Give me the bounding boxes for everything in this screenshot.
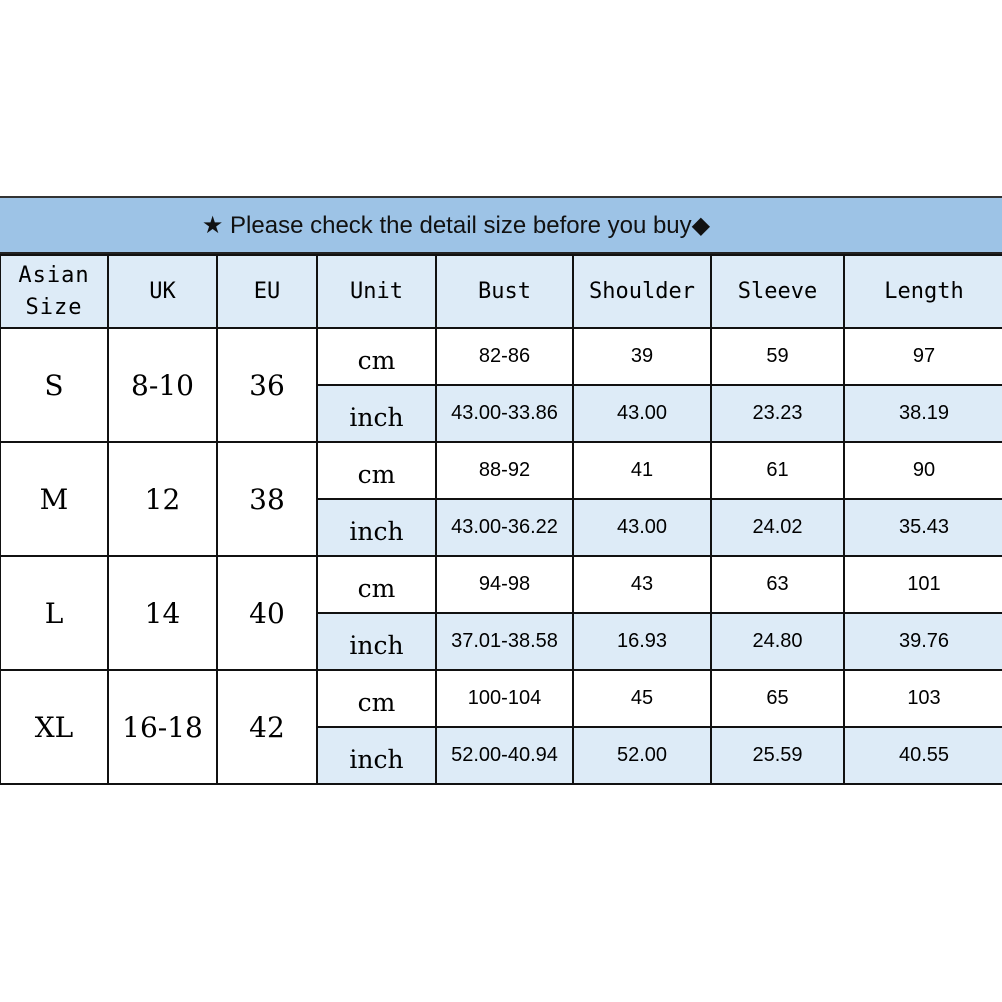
- size-chart-title: ★ Please check the detail size before yo…: [0, 196, 1002, 254]
- header-eu: EU: [216, 254, 318, 329]
- shoulder-cell: 45: [572, 669, 712, 728]
- size-asian: S: [0, 327, 109, 443]
- sleeve-cell: 59: [710, 327, 845, 386]
- bust-cell: 100-104: [435, 669, 574, 728]
- shoulder-cell: 43: [572, 555, 712, 614]
- size-row-cm: L 14 40 cm 94-98 43 63 101: [0, 555, 1002, 671]
- bust-cell: 82-86: [435, 327, 574, 386]
- size-uk: 8-10: [107, 327, 218, 443]
- header-length: Length: [843, 254, 1002, 329]
- unit-cell: cm: [316, 555, 437, 614]
- sleeve-cell: 24.80: [710, 612, 845, 671]
- shoulder-cell: 43.00: [572, 384, 712, 443]
- unit-cell: inch: [316, 612, 437, 671]
- shoulder-cell: 43.00: [572, 498, 712, 557]
- unit-cell: cm: [316, 327, 437, 386]
- bust-cell: 88-92: [435, 441, 574, 500]
- length-cell: 101: [843, 555, 1002, 614]
- header-uk: UK: [107, 254, 218, 329]
- unit-cell: cm: [316, 441, 437, 500]
- sleeve-cell: 61: [710, 441, 845, 500]
- shoulder-cell: 41: [572, 441, 712, 500]
- size-asian: L: [0, 555, 109, 671]
- size-uk: 12: [107, 441, 218, 557]
- size-row-inch: inch 37.01-38.58 16.93 24.80 39.76: [0, 612, 1002, 671]
- size-row-cm: M 12 38 cm 88-92 41 61 90: [0, 441, 1002, 557]
- bust-cell: 43.00-33.86: [435, 384, 574, 443]
- size-uk: 14: [107, 555, 218, 671]
- header-sleeve: Sleeve: [710, 254, 845, 329]
- length-cell: 103: [843, 669, 1002, 728]
- shoulder-cell: 39: [572, 327, 712, 386]
- shoulder-cell: 16.93: [572, 612, 712, 671]
- sleeve-cell: 23.23: [710, 384, 845, 443]
- length-cell: 38.19: [843, 384, 1002, 443]
- size-uk: 16-18: [107, 669, 218, 785]
- length-cell: 40.55: [843, 726, 1002, 785]
- bust-cell: 52.00-40.94: [435, 726, 574, 785]
- length-cell: 90: [843, 441, 1002, 500]
- size-asian: XL: [0, 669, 109, 785]
- length-cell: 39.76: [843, 612, 1002, 671]
- unit-cell: cm: [316, 669, 437, 728]
- unit-cell: inch: [316, 498, 437, 557]
- size-chart: ★ Please check the detail size before yo…: [0, 196, 1002, 785]
- size-row-inch: inch 52.00-40.94 52.00 25.59 40.55: [0, 726, 1002, 785]
- size-table: Asian Size UK EU Unit Bust Shoulder Slee…: [0, 254, 1002, 785]
- size-eu: 38: [216, 441, 318, 557]
- size-row-inch: inch 43.00-36.22 43.00 24.02 35.43: [0, 498, 1002, 557]
- bust-cell: 37.01-38.58: [435, 612, 574, 671]
- size-eu: 36: [216, 327, 318, 443]
- size-row-cm: S 8-10 36 cm 82-86 39 59 97: [0, 327, 1002, 443]
- bust-cell: 94-98: [435, 555, 574, 614]
- size-eu: 42: [216, 669, 318, 785]
- size-row-inch: inch 43.00-33.86 43.00 23.23 38.19: [0, 384, 1002, 443]
- size-eu: 40: [216, 555, 318, 671]
- header-unit: Unit: [316, 254, 437, 329]
- shoulder-cell: 52.00: [572, 726, 712, 785]
- sleeve-cell: 63: [710, 555, 845, 614]
- header-bust: Bust: [435, 254, 574, 329]
- size-row-cm: XL 16-18 42 cm 100-104 45 65 103: [0, 669, 1002, 785]
- size-asian: M: [0, 441, 109, 557]
- unit-cell: inch: [316, 384, 437, 443]
- length-cell: 35.43: [843, 498, 1002, 557]
- unit-cell: inch: [316, 726, 437, 785]
- header-asian-size: Asian Size: [0, 254, 109, 329]
- sleeve-cell: 24.02: [710, 498, 845, 557]
- header-shoulder: Shoulder: [572, 254, 712, 329]
- length-cell: 97: [843, 327, 1002, 386]
- sleeve-cell: 25.59: [710, 726, 845, 785]
- header-row: Asian Size UK EU Unit Bust Shoulder Slee…: [0, 254, 1002, 329]
- bust-cell: 43.00-36.22: [435, 498, 574, 557]
- sleeve-cell: 65: [710, 669, 845, 728]
